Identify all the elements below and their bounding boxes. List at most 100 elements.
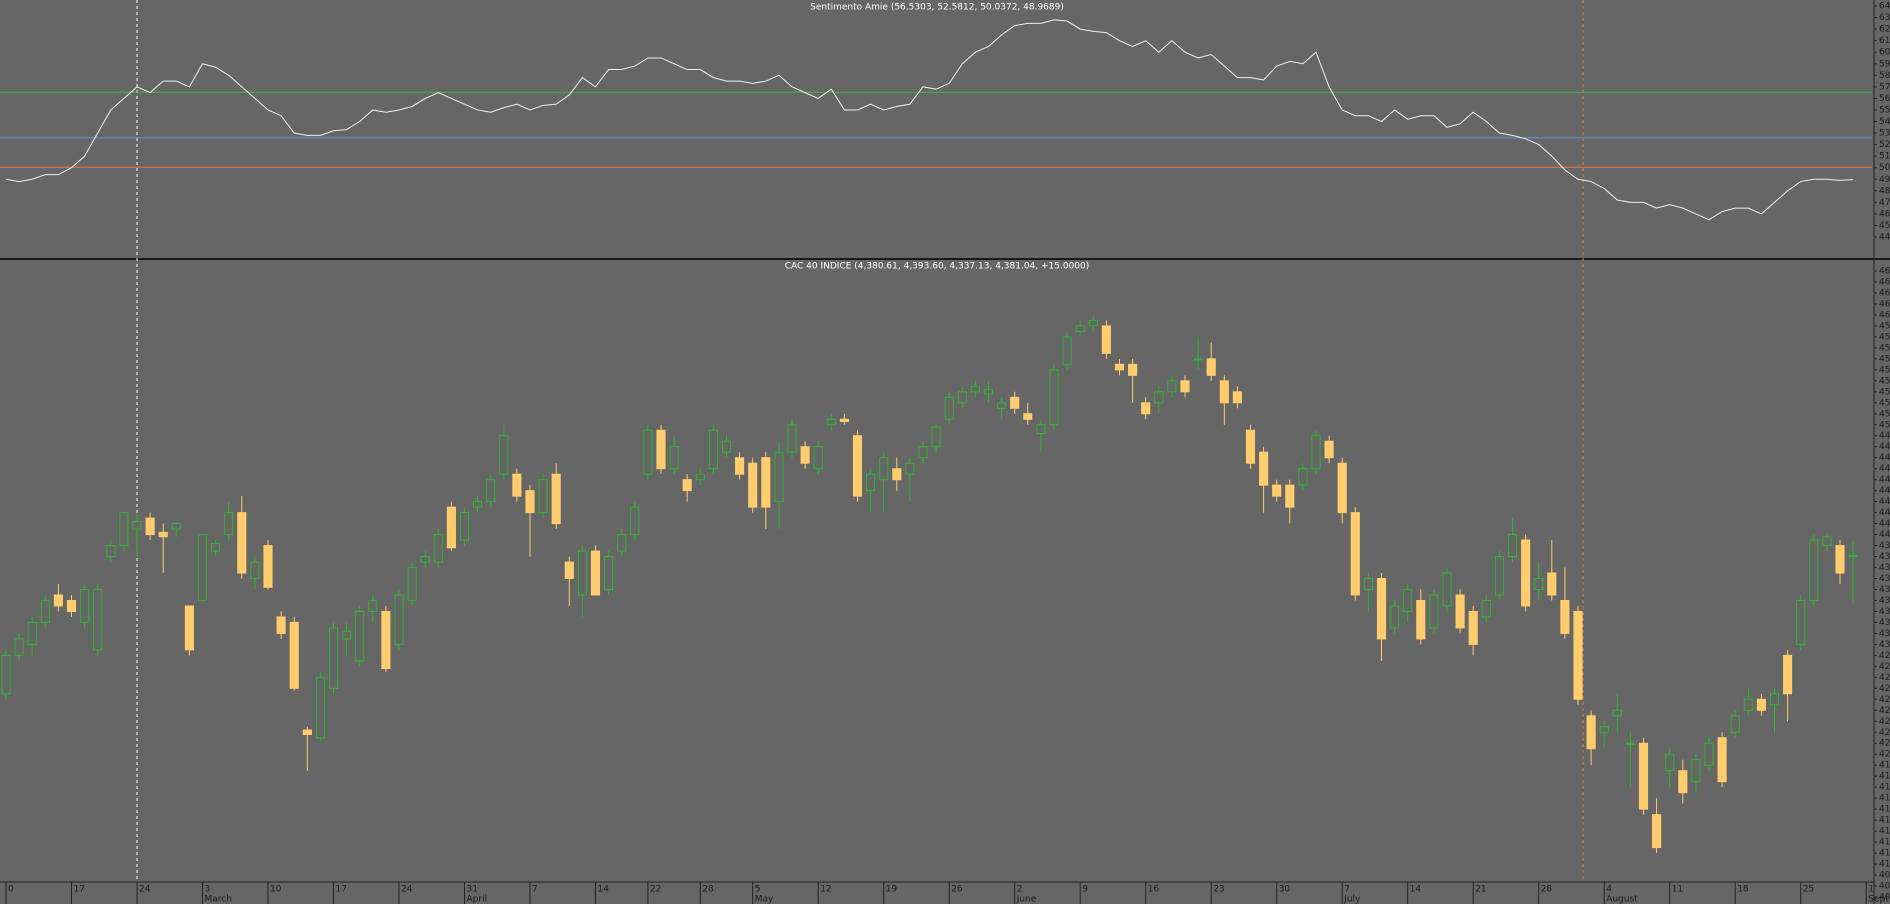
candle-body — [132, 520, 142, 530]
y-tick-label: 4240 — [1879, 706, 1890, 716]
y-tick-label: 4170 — [1879, 783, 1890, 793]
candle-body — [983, 389, 994, 395]
candle-body — [106, 545, 116, 558]
x-tick-label: 10 — [270, 885, 282, 895]
candle-body — [643, 429, 653, 475]
y-tick-label: 4410 — [1879, 519, 1890, 529]
x-tick-label: 5 — [755, 885, 761, 895]
month-label: July — [1343, 895, 1361, 904]
candle-body — [1534, 578, 1544, 590]
candle-body — [315, 676, 325, 739]
y-tick-label: 4420 — [1879, 508, 1890, 518]
candle-body — [1494, 556, 1504, 596]
candle-body — [368, 599, 378, 612]
candle-body — [1691, 759, 1701, 783]
y-tick-label: 4360 — [1879, 574, 1890, 584]
candle-body — [1298, 468, 1308, 486]
candle-body — [1088, 319, 1098, 327]
x-tick-label: 31 — [467, 885, 478, 895]
candle-body — [1154, 391, 1164, 404]
x-tick-label: 17 — [336, 885, 347, 895]
candle-body — [905, 462, 915, 475]
candle-body — [1337, 462, 1347, 514]
y-tick-label: 59 — [1879, 59, 1890, 69]
candle-body — [289, 621, 299, 689]
x-tick-label: 1 — [1868, 885, 1874, 895]
candle-body — [1468, 610, 1478, 645]
candle-body — [158, 531, 168, 538]
candle-body — [1665, 753, 1675, 772]
candle-body — [263, 545, 273, 588]
candle-body — [40, 599, 50, 623]
candle-body — [1507, 534, 1518, 558]
candle-body — [1363, 578, 1373, 590]
x-tick-label: 24 — [139, 885, 151, 895]
candle-body — [1285, 484, 1295, 508]
candle-body — [1, 654, 11, 695]
indicator-title: Sentimento Amie (56.5303, 52.5812, 50.03… — [810, 3, 1064, 13]
y-tick-label: 4600 — [1879, 310, 1890, 320]
candle-body — [1573, 610, 1583, 700]
candle-body — [1023, 413, 1033, 420]
candle-body — [1350, 512, 1360, 596]
candle-body — [446, 506, 456, 549]
y-tick-label: 4100 — [1879, 860, 1890, 870]
y-tick-label: 4630 — [1879, 277, 1890, 287]
y-tick-label: 4260 — [1879, 684, 1890, 694]
candle-body — [1259, 451, 1269, 486]
x-tick-label: 24 — [401, 885, 413, 895]
candle-body — [394, 594, 404, 645]
candle-body — [197, 534, 208, 601]
indicator-line — [5, 19, 1854, 221]
candle-body — [604, 556, 614, 590]
candle-body — [735, 457, 745, 475]
candle-body — [1560, 599, 1570, 634]
candle-body — [1141, 402, 1151, 415]
candle-body — [826, 418, 836, 426]
y-tick-label: 4130 — [1879, 827, 1890, 837]
y-tick-label: 4160 — [1879, 794, 1890, 804]
x-tick-label: 14 — [1410, 885, 1422, 895]
candle-body — [1678, 770, 1688, 794]
y-tick-label: 53 — [1879, 129, 1890, 139]
y-tick-label: 57 — [1879, 82, 1890, 92]
y-tick-label: 4320 — [1879, 618, 1890, 628]
candle-body — [1835, 545, 1845, 574]
candle-body — [328, 627, 339, 689]
candle-body — [433, 534, 443, 563]
y-tick-label: 4110 — [1879, 849, 1890, 859]
candle-body — [184, 605, 194, 651]
y-tick-label: 4180 — [1879, 772, 1890, 782]
candle-body — [617, 534, 627, 552]
candle-body — [577, 550, 587, 596]
y-tick-label: 48 — [1879, 186, 1890, 196]
candle-body — [1416, 599, 1426, 640]
candle-body — [1180, 380, 1190, 393]
candle-body — [1429, 594, 1439, 629]
candle-body — [787, 424, 797, 453]
candle-body — [1206, 358, 1216, 376]
candle-body — [800, 446, 810, 464]
y-tick-label: 4350 — [1879, 585, 1890, 595]
y-tick-label: 49 — [1879, 175, 1890, 185]
y-tick-label: 63 — [1879, 13, 1890, 23]
candle-body — [551, 473, 561, 525]
candle-body — [407, 567, 417, 601]
candle-body — [1272, 484, 1282, 497]
y-tick-label: 4640 — [1879, 267, 1890, 277]
x-tick-label: 14 — [598, 885, 610, 895]
candle-body — [381, 610, 391, 670]
candle-body — [1717, 737, 1727, 783]
y-tick-label: 64 — [1879, 2, 1890, 12]
candle-body — [721, 440, 732, 453]
x-tick-label: 11 — [1672, 885, 1683, 895]
candle-body — [1390, 605, 1400, 629]
candle-body — [27, 621, 37, 645]
x-tick-label: 28 — [1541, 885, 1553, 895]
candle-body — [957, 391, 967, 404]
candle-body — [682, 479, 692, 492]
candle-body — [1062, 336, 1072, 365]
x-tick-label: 22 — [650, 885, 661, 895]
